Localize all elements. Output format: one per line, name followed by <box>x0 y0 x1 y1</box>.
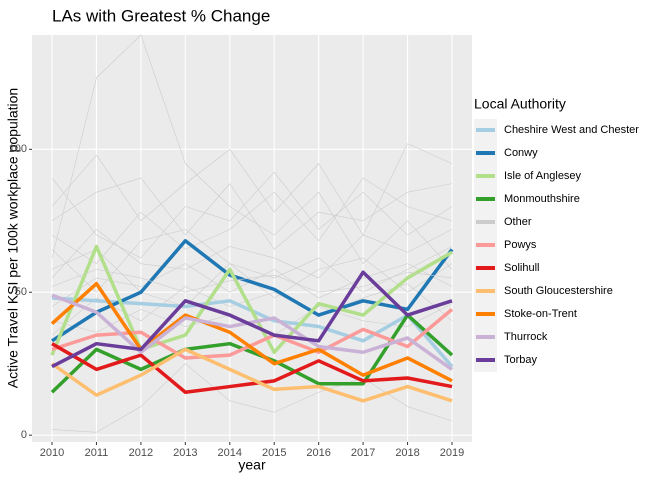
series-line <box>50 313 454 394</box>
x-tick-label: 2010 <box>40 447 64 459</box>
legend-label: Monmouthshire <box>504 193 580 205</box>
x-tick-label: 2019 <box>440 447 464 459</box>
x-tick-label: 2014 <box>218 447 242 459</box>
series-line <box>50 347 453 403</box>
legend-label: Solihull <box>504 262 539 274</box>
legend-label: Isle of Anglesey <box>504 170 582 182</box>
background-line <box>51 177 453 250</box>
background-line <box>51 34 453 270</box>
background-line <box>51 171 453 259</box>
y-tick-label: 50 <box>15 286 27 298</box>
series-line <box>51 269 453 293</box>
legend-label: Thurrock <box>504 331 548 343</box>
x-tick-label: 2017 <box>351 447 375 459</box>
legend-title: Local Authority <box>474 96 566 112</box>
x-tick-label: 2013 <box>173 447 197 459</box>
series-line <box>50 244 453 356</box>
legend-label: Cheshire West and Chester <box>504 124 639 136</box>
series-line <box>51 293 454 371</box>
y-axis-label: Active Travel KSI per 100k workplace pop… <box>5 88 21 388</box>
y-tick-label: 0 <box>21 429 27 441</box>
x-tick-label: 2012 <box>129 447 153 459</box>
x-tick-label: 2011 <box>85 447 109 459</box>
legend-label: Other <box>504 216 532 228</box>
background-line <box>51 283 453 336</box>
background-line <box>51 143 453 236</box>
x-tick-label: 2016 <box>306 447 330 459</box>
chart-title: LAs with Greatest % Change <box>52 6 270 25</box>
y-tick-label: 100 <box>9 143 27 155</box>
series-line <box>50 281 453 383</box>
background-line <box>51 177 453 264</box>
legend-label: Conwy <box>504 147 538 159</box>
series-line <box>51 270 453 369</box>
x-tick-label: 2018 <box>395 447 419 459</box>
x-tick-label: 2015 <box>262 447 286 459</box>
legend-label: Powys <box>504 239 537 251</box>
legend-label: Torbay <box>504 354 538 366</box>
legend-label: South Gloucestershire <box>504 285 613 297</box>
background-line <box>51 229 453 293</box>
series-line <box>51 342 453 395</box>
x-axis-label: year <box>238 457 266 473</box>
plot-panel <box>32 35 472 442</box>
legend-label: Stoke-on-Trent <box>504 308 577 320</box>
